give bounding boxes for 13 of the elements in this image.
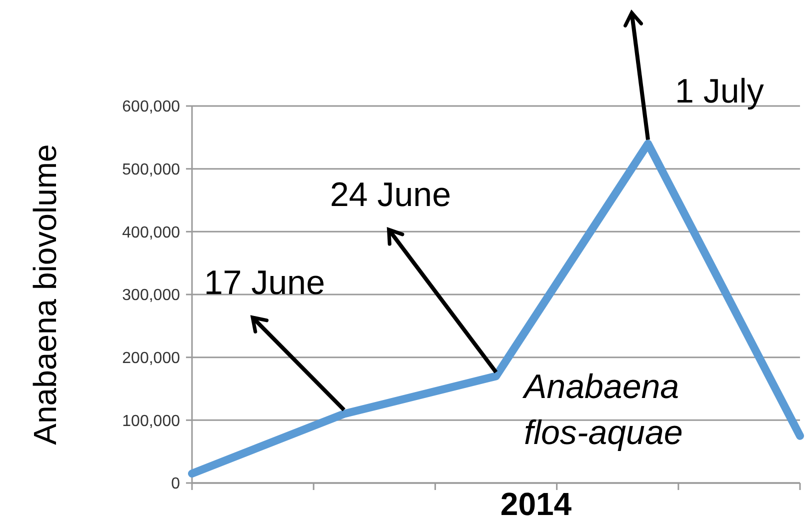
annotation: 17 June [204, 264, 325, 302]
series-label: Anabaena flos-aquae [522, 368, 683, 452]
y-tick-label: 600,000 [122, 98, 180, 116]
y-tick-label: 500,000 [122, 161, 180, 178]
y-axis-title: Anabaena biovolume [27, 144, 63, 445]
y-tick-label: 200,000 [122, 350, 180, 367]
annotation: 1 July [675, 72, 764, 111]
annotation: 24 June [330, 176, 451, 214]
y-tick-label: 300,000 [122, 287, 180, 304]
y-tick-label: 100,000 [122, 412, 180, 430]
y-tick-label: 0 [171, 476, 180, 493]
y-tick-label: 400,000 [122, 224, 180, 242]
x-axis-title: 2014 [500, 486, 572, 518]
